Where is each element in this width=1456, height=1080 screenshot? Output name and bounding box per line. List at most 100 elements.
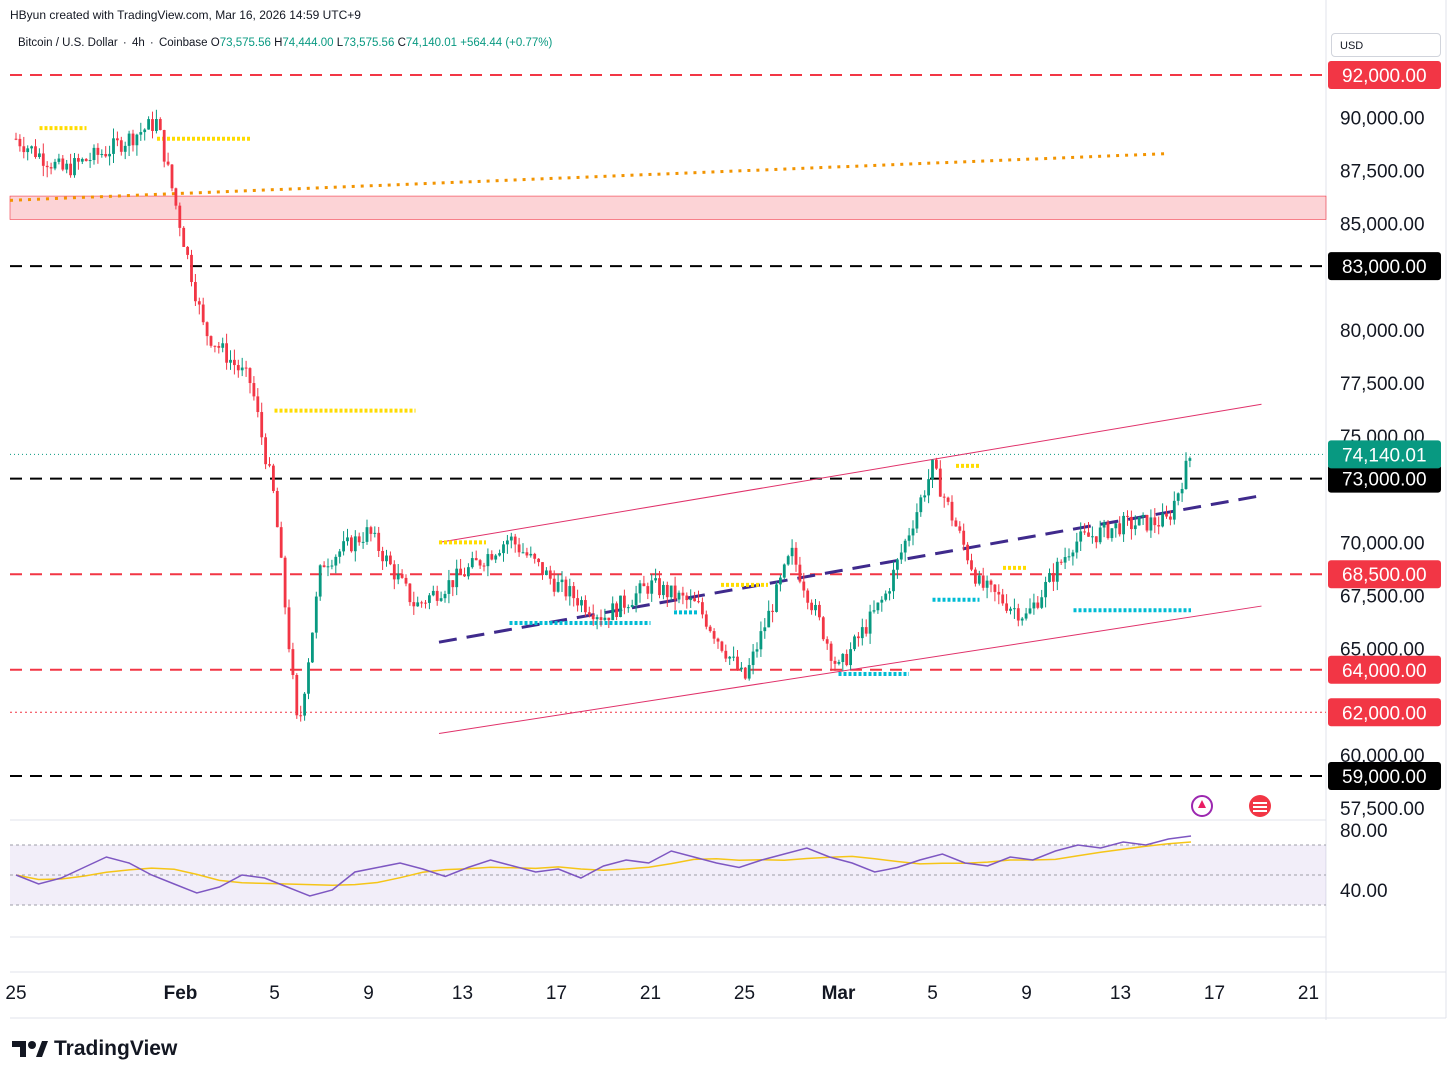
candle-body[interactable] [57, 158, 61, 162]
candle-body[interactable] [439, 598, 443, 601]
candle-body[interactable] [287, 607, 291, 650]
candle-body[interactable] [361, 541, 365, 543]
candle-body[interactable] [525, 552, 529, 556]
candle-body[interactable] [1169, 516, 1172, 520]
candle-body[interactable] [1028, 608, 1032, 614]
candle-body[interactable] [981, 575, 985, 588]
candle-body[interactable] [903, 540, 907, 553]
candle-body[interactable] [876, 602, 880, 611]
candle-body[interactable] [974, 569, 977, 584]
candle-body[interactable] [416, 602, 420, 607]
candle-body[interactable] [1052, 573, 1055, 582]
candle-body[interactable] [989, 580, 993, 585]
candle-body[interactable] [899, 552, 903, 560]
candle-body[interactable] [1157, 525, 1161, 527]
candle-body[interactable] [268, 464, 271, 466]
candle-body[interactable] [857, 636, 860, 639]
candle-body[interactable] [373, 532, 377, 534]
candle-body[interactable] [26, 148, 30, 153]
candle-body[interactable] [763, 627, 767, 632]
candle-body[interactable] [580, 600, 583, 606]
candle-body[interactable] [611, 603, 615, 621]
candle-body[interactable] [931, 459, 934, 480]
candle-body[interactable] [642, 583, 646, 587]
currency-selector[interactable]: USD [1331, 33, 1441, 57]
candle-body[interactable] [1126, 515, 1129, 517]
candle-body[interactable] [1048, 573, 1051, 582]
candle-body[interactable] [911, 528, 915, 536]
candle-body[interactable] [1059, 561, 1063, 563]
candle-body[interactable] [790, 547, 794, 557]
candle-body[interactable] [517, 544, 521, 553]
candle-body[interactable] [279, 527, 283, 558]
candle-body[interactable] [993, 584, 997, 592]
candle-body[interactable] [868, 611, 872, 634]
candle-body[interactable] [1106, 522, 1110, 539]
candle-body[interactable] [938, 468, 942, 497]
candle-body[interactable] [396, 573, 400, 580]
time-axis[interactable]: 25 Feb 5 9 13 17 21 25 Mar 5 9 13 17 21 [5, 983, 1319, 1004]
candle-body[interactable] [681, 592, 685, 596]
candle-body[interactable] [779, 577, 782, 585]
candle-body[interactable] [860, 627, 864, 639]
candle-body[interactable] [498, 553, 501, 556]
candle-body[interactable] [685, 595, 689, 601]
candle-body[interactable] [131, 133, 135, 146]
candle-body[interactable] [1161, 513, 1164, 527]
candle-body[interactable] [896, 559, 899, 570]
candle-body[interactable] [689, 598, 693, 601]
candle-body[interactable] [853, 636, 856, 650]
candle-body[interactable] [806, 590, 810, 603]
candle-body[interactable] [178, 205, 182, 228]
candle-body[interactable] [116, 138, 119, 141]
candle-body[interactable] [186, 246, 189, 255]
candle-body[interactable] [18, 138, 22, 147]
candle-body[interactable] [96, 147, 100, 155]
candle-body[interactable] [1020, 618, 1024, 621]
candle-body[interactable] [451, 580, 455, 588]
candle-body[interactable] [1102, 522, 1106, 528]
candle-body[interactable] [626, 607, 630, 609]
candle-body[interactable] [708, 626, 712, 632]
candle-body[interactable] [833, 660, 837, 664]
candle-body[interactable] [194, 282, 197, 302]
candle-body[interactable] [1130, 516, 1133, 530]
candle-body[interactable] [950, 501, 954, 521]
candle-body[interactable] [404, 577, 408, 584]
candle-body[interactable] [716, 638, 720, 642]
candle-body[interactable] [158, 119, 162, 131]
candle-body[interactable] [248, 368, 252, 384]
candle-body[interactable] [603, 617, 607, 620]
candle-body[interactable] [213, 345, 217, 347]
candle-body[interactable] [100, 153, 104, 155]
candle-body[interactable] [478, 560, 482, 566]
candle-body[interactable] [92, 147, 96, 161]
candle-body[interactable] [513, 536, 517, 545]
candle-body[interactable] [704, 614, 708, 627]
candle-body[interactable] [34, 146, 37, 158]
candle-body[interactable] [80, 158, 84, 162]
candle-body[interactable] [619, 595, 622, 618]
candle-body[interactable] [1067, 556, 1071, 558]
channel-upper-line[interactable] [438, 403, 1262, 543]
candle-body[interactable] [256, 396, 260, 413]
candle-body[interactable] [576, 598, 579, 606]
candle-body[interactable] [587, 612, 591, 615]
candle-body[interactable] [946, 497, 950, 502]
candle-body[interactable] [759, 631, 763, 650]
candle-body[interactable] [170, 164, 174, 189]
candle-body[interactable] [389, 555, 392, 565]
candle-body[interactable] [1176, 493, 1180, 501]
candle-body[interactable] [486, 554, 490, 567]
candle-body[interactable] [1122, 515, 1125, 535]
candle-body[interactable] [385, 555, 388, 562]
candle-body[interactable] [69, 163, 72, 176]
candle-body[interactable] [443, 593, 447, 599]
candle-body[interactable] [201, 304, 205, 323]
candle-body[interactable] [732, 656, 735, 658]
candle-body[interactable] [751, 651, 755, 666]
drawings-layer[interactable] [9, 126, 1262, 735]
candle-body[interactable] [786, 556, 790, 565]
candle-body[interactable] [818, 604, 821, 618]
candle-body[interactable] [119, 140, 123, 152]
